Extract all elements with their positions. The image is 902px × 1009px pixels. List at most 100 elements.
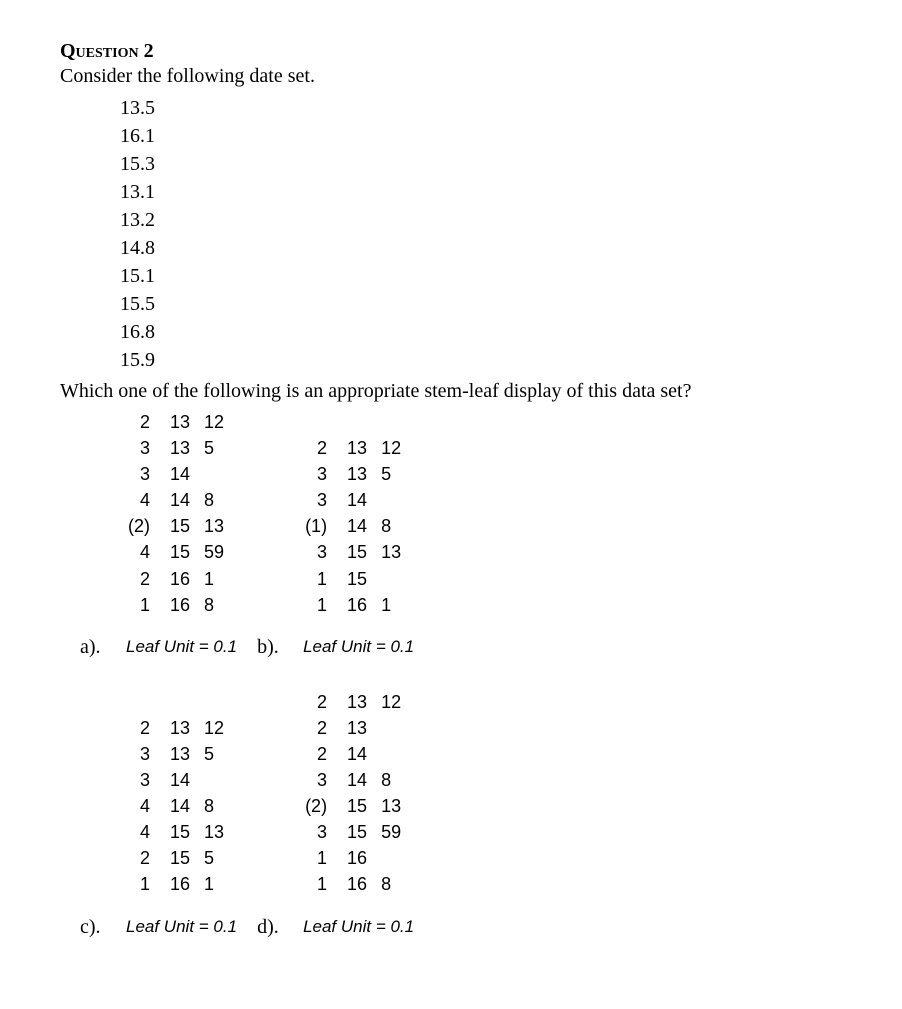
row-leaf: 5 (204, 435, 214, 461)
stemleaf-row: 1 16 1 (297, 592, 414, 618)
data-item: 15.5 (120, 290, 842, 318)
row-count: 3 (120, 741, 150, 767)
stemleaf-row: 314 (297, 487, 414, 513)
leaf-unit-a: Leaf Unit = 0.1 (126, 637, 237, 657)
stemleaf-row: 1 15 (297, 566, 414, 592)
row-count: 2 (297, 715, 327, 741)
row-leaf: 59 (204, 539, 224, 565)
leaf-unit-c: Leaf Unit = 0.1 (126, 917, 237, 937)
row-count: 4 (120, 487, 150, 513)
stemleaf-row: 3148 (297, 767, 414, 793)
row-leaf: 12 (381, 689, 401, 715)
stemleaf-c: 21312313531441484151321551161 (120, 715, 237, 898)
row-count: 1 (120, 592, 150, 618)
row-stem: 15 (337, 819, 367, 845)
row-leaf: 8 (381, 871, 391, 897)
row-stem: 16 (337, 592, 367, 618)
stemleaf-a: 2131231353144148(2)15134155921611168 (120, 409, 237, 618)
row-stem: 14 (160, 793, 190, 819)
row-stem: 13 (337, 715, 367, 741)
row-stem: 14 (337, 513, 367, 539)
row-stem: 13 (160, 435, 190, 461)
row-stem: 14 (160, 767, 190, 793)
option-c-footer: c). Leaf Unit = 0.1 (120, 916, 237, 939)
data-item: 13.5 (120, 94, 842, 122)
stemleaf-row: 2155 (120, 845, 237, 871)
row-stem: 16 (160, 566, 190, 592)
option-a-footer: a). Leaf Unit = 0.1 (120, 636, 237, 659)
row-count: 4 (120, 819, 150, 845)
stemleaf-row: 2 13 (297, 715, 414, 741)
row-leaf: 8 (204, 592, 214, 618)
row-count: 3 (120, 461, 150, 487)
data-item: 13.1 (120, 178, 842, 206)
options-row-1: 2131231353144148(2)15134155921611168 a).… (120, 409, 842, 659)
row-leaf: 8 (204, 487, 214, 513)
row-stem: 14 (160, 461, 190, 487)
row-leaf: 13 (204, 513, 224, 539)
stemleaf-row: 2 16 1 (120, 566, 237, 592)
row-count: 3 (120, 767, 150, 793)
row-count: 1 (297, 871, 327, 897)
row-leaf: 13 (381, 793, 401, 819)
option-b-footer: b). Leaf Unit = 0.1 (297, 636, 414, 659)
option-b: 213123135314(1)148315131151161 b). Leaf … (297, 435, 414, 659)
option-a: 2131231353144148(2)15134155921611168 a).… (120, 409, 237, 659)
row-count: (1) (297, 513, 327, 539)
row-stem: 15 (160, 539, 190, 565)
stemleaf-row: 1 16 8 (120, 592, 237, 618)
row-count: 2 (297, 741, 327, 767)
option-a-label: a). (80, 636, 108, 659)
row-count: 3 (297, 767, 327, 793)
row-leaf: 1 (204, 871, 214, 897)
stemleaf-row: 21312 (297, 435, 414, 461)
leaf-unit-b: Leaf Unit = 0.1 (303, 637, 414, 657)
row-leaf: 59 (381, 819, 401, 845)
row-leaf: 13 (204, 819, 224, 845)
row-stem: 13 (337, 435, 367, 461)
stemleaf-row: 41559 (120, 539, 237, 565)
row-leaf: 8 (381, 513, 391, 539)
row-leaf: 8 (204, 793, 214, 819)
option-c: 21312313531441484151321551161 c). Leaf U… (120, 715, 237, 939)
data-list: 13.516.115.313.113.214.815.115.516.815.9 (120, 94, 842, 374)
row-leaf: 1 (204, 566, 214, 592)
row-leaf: 5 (204, 741, 214, 767)
stemleaf-d: 213122132143148(2)1513315591161168 (297, 689, 414, 898)
options-row-2: 21312313531441484151321551161 c). Leaf U… (120, 689, 842, 939)
stemleaf-row: 3 13 5 (120, 435, 237, 461)
stemleaf-row: 4 14 8 (120, 487, 237, 513)
stemleaf-row: 1161 (120, 871, 237, 897)
row-count: 1 (297, 566, 327, 592)
row-count: 4 (120, 793, 150, 819)
row-count: 3 (120, 435, 150, 461)
data-item: 15.1 (120, 262, 842, 290)
row-stem: 13 (337, 689, 367, 715)
stemleaf-row: 21312 (120, 409, 237, 435)
stemleaf-row: 3 14 (120, 461, 237, 487)
stemleaf-row: (2)1513 (120, 513, 237, 539)
stemleaf-row: 21312 (120, 715, 237, 741)
row-leaf: 5 (204, 845, 214, 871)
row-count: 2 (120, 566, 150, 592)
data-item: 13.2 (120, 206, 842, 234)
stemleaf-row: 3135 (297, 461, 414, 487)
row-stem: 14 (160, 487, 190, 513)
stemleaf-row: 4 14 8 (120, 793, 237, 819)
row-stem: 14 (337, 767, 367, 793)
option-d: 213122132143148(2)1513315591161168 d). L… (297, 689, 414, 939)
leaf-unit-d: Leaf Unit = 0.1 (303, 917, 414, 937)
stemleaf-row: 3 14 (120, 767, 237, 793)
row-stem: 15 (337, 566, 367, 592)
row-stem: 13 (337, 461, 367, 487)
row-count: 1 (297, 592, 327, 618)
row-count: 1 (297, 845, 327, 871)
row-leaf: 1 (381, 592, 391, 618)
row-leaf: 13 (381, 539, 401, 565)
stemleaf-row: 31559 (297, 819, 414, 845)
row-count: 2 (120, 409, 150, 435)
row-stem: 14 (337, 487, 367, 513)
row-stem: 16 (160, 592, 190, 618)
option-c-label: c). (80, 916, 108, 939)
row-stem: 15 (160, 513, 190, 539)
